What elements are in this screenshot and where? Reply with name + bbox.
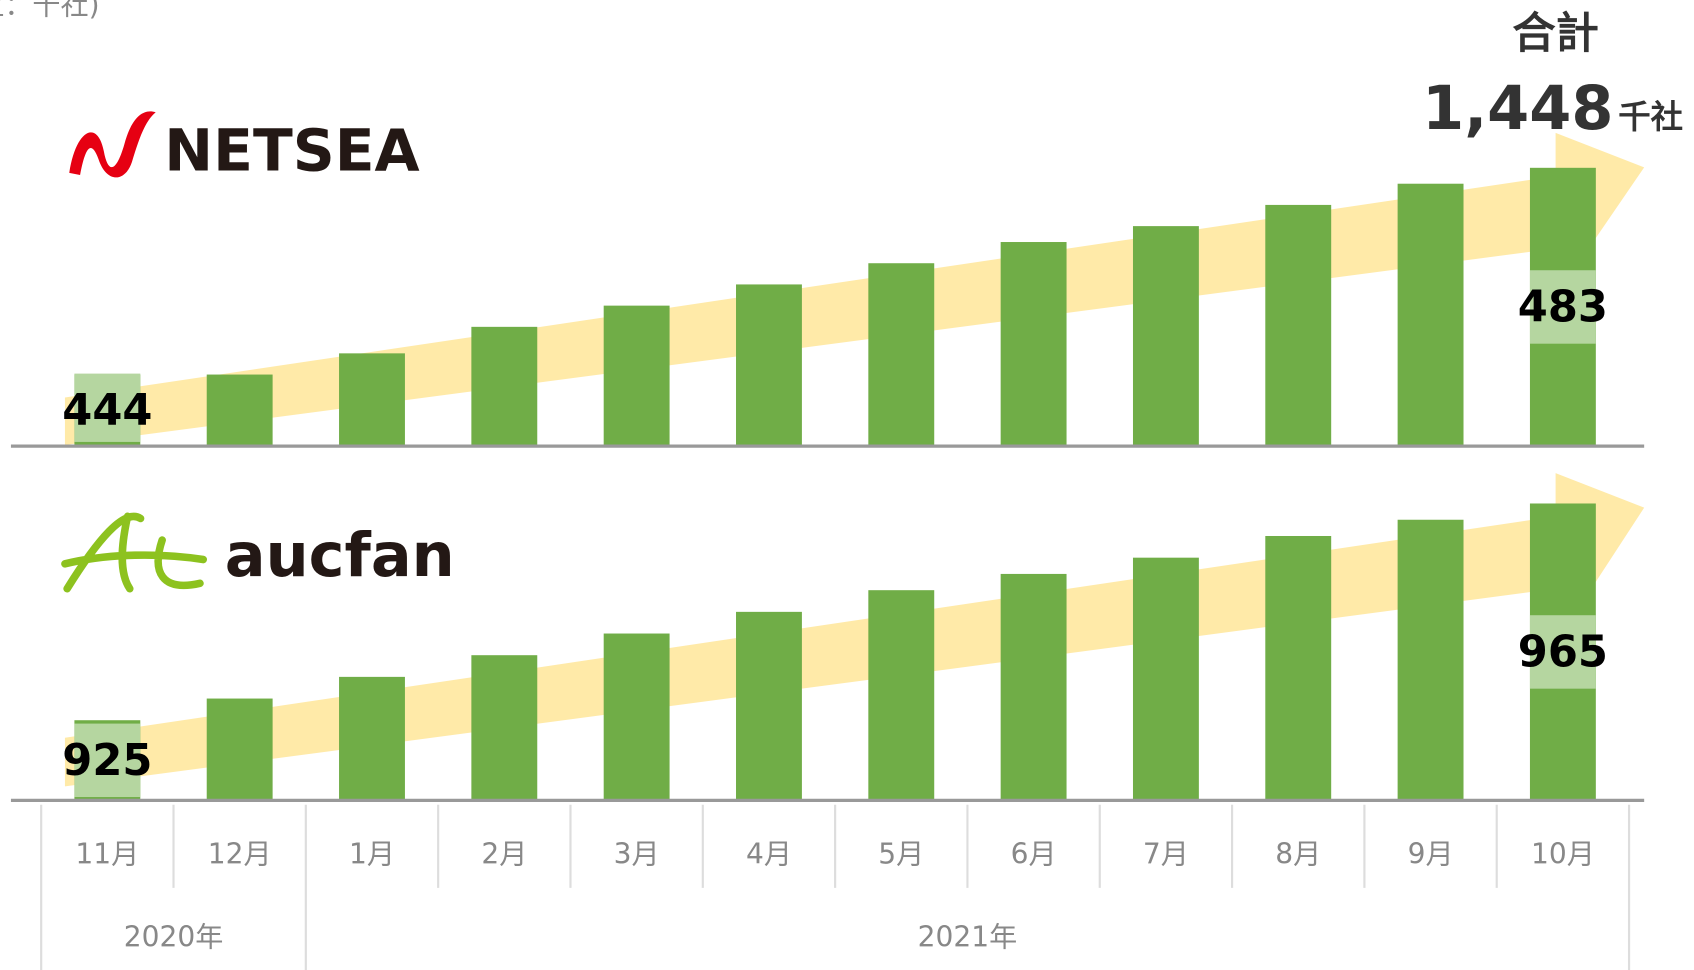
aucfan-logo-icon [61, 512, 207, 593]
x-tick-label: 10月 [1531, 838, 1595, 871]
trend-arrow [64, 132, 1645, 446]
bar [206, 374, 273, 447]
bar [471, 655, 538, 801]
x-tick-label: 3月 [614, 838, 660, 871]
bar [206, 698, 273, 801]
data-label: 965 [1518, 628, 1608, 678]
total-label: 合計 [1512, 9, 1598, 59]
x-tick-label: 2月 [481, 838, 527, 871]
year-label: 2020年 [124, 921, 224, 954]
bar [1265, 204, 1332, 447]
bar [471, 326, 538, 447]
bar [1000, 242, 1067, 447]
label-box [74, 373, 141, 442]
label-box [1529, 615, 1596, 689]
bar [603, 633, 670, 801]
data-label: 483 [1518, 283, 1608, 333]
data-label: 925 [62, 736, 152, 786]
bar [1397, 183, 1464, 447]
x-tick-label: 9月 [1408, 838, 1454, 871]
x-tick-label: 1月 [349, 838, 395, 871]
bar [1132, 557, 1199, 801]
x-tick-label: 11月 [75, 838, 139, 871]
aucfan-logo-text: aucfan [225, 521, 455, 591]
bar [1000, 573, 1067, 801]
total-unit: 千社 [1618, 98, 1683, 136]
label-box [1529, 270, 1596, 344]
bar [1265, 535, 1332, 801]
data-label: 444 [62, 386, 152, 436]
total-value: 1,448 [1422, 74, 1613, 144]
netsea-logo-icon [69, 111, 156, 178]
year-label: 2021年 [918, 921, 1018, 954]
x-tick-label: 8月 [1275, 838, 1321, 871]
x-tick-label: 6月 [1011, 838, 1057, 871]
x-tick-label: 5月 [878, 838, 924, 871]
bar [868, 590, 935, 801]
bar [1397, 519, 1464, 801]
bar [339, 353, 405, 447]
label-box [74, 723, 141, 798]
x-tick-label: 12月 [208, 838, 272, 871]
netsea-logo-text: NETSEA [164, 117, 419, 185]
bar [736, 284, 802, 447]
x-tick-label: 4月 [746, 838, 792, 871]
unit-note: (単位：千社) [0, 0, 100, 21]
bar [736, 611, 802, 801]
bar [1132, 226, 1199, 447]
x-tick-label: 7月 [1143, 838, 1189, 871]
bar [339, 676, 405, 801]
bar [603, 305, 670, 447]
trend-arrow [64, 473, 1645, 787]
bar [868, 263, 935, 447]
